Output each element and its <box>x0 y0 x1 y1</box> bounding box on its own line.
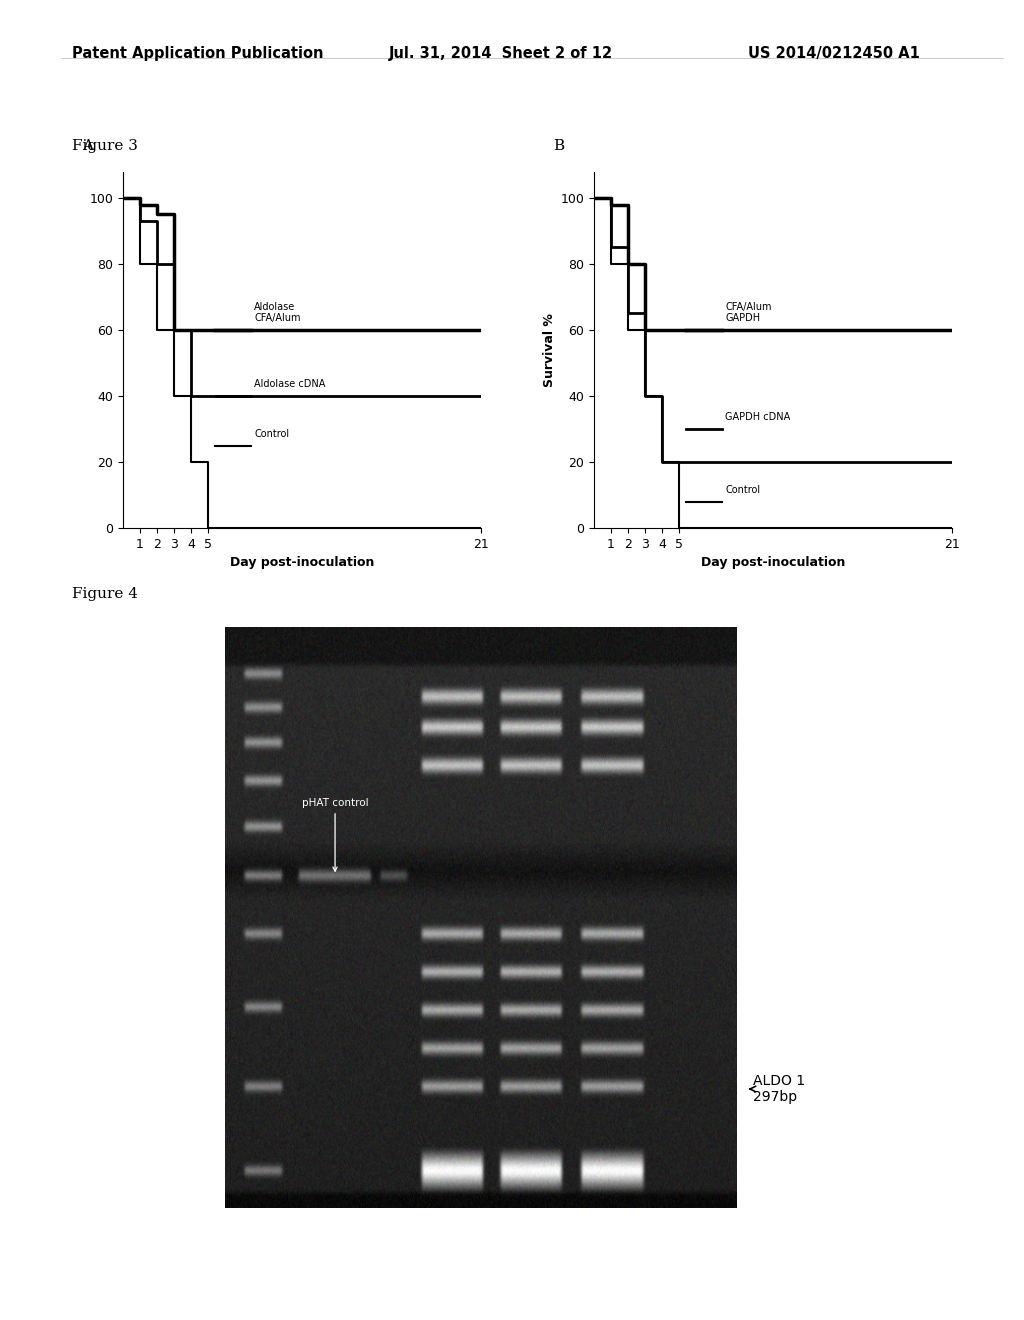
Text: Aldolase
CFA/Alum: Aldolase CFA/Alum <box>254 302 301 323</box>
Text: Patent Application Publication: Patent Application Publication <box>72 46 324 61</box>
Text: Figure 4: Figure 4 <box>72 587 137 602</box>
Text: Control: Control <box>725 484 761 495</box>
X-axis label: Day post-inoculation: Day post-inoculation <box>230 556 374 569</box>
Text: B: B <box>553 139 564 153</box>
Text: Aldolase cDNA: Aldolase cDNA <box>254 379 326 389</box>
Text: GAPDH cDNA: GAPDH cDNA <box>725 412 791 422</box>
Text: CFA/Alum
GAPDH: CFA/Alum GAPDH <box>725 302 772 323</box>
Y-axis label: Survival %: Survival % <box>543 313 556 387</box>
X-axis label: Day post-inoculation: Day post-inoculation <box>701 556 845 569</box>
Text: ALDO 1
297bp: ALDO 1 297bp <box>753 1074 805 1104</box>
Text: pHAT control: pHAT control <box>302 799 369 871</box>
Text: US 2014/0212450 A1: US 2014/0212450 A1 <box>748 46 920 61</box>
Text: Jul. 31, 2014  Sheet 2 of 12: Jul. 31, 2014 Sheet 2 of 12 <box>389 46 613 61</box>
Text: Control: Control <box>254 429 290 438</box>
Text: Figure 3: Figure 3 <box>72 139 137 153</box>
Text: A: A <box>82 139 93 153</box>
